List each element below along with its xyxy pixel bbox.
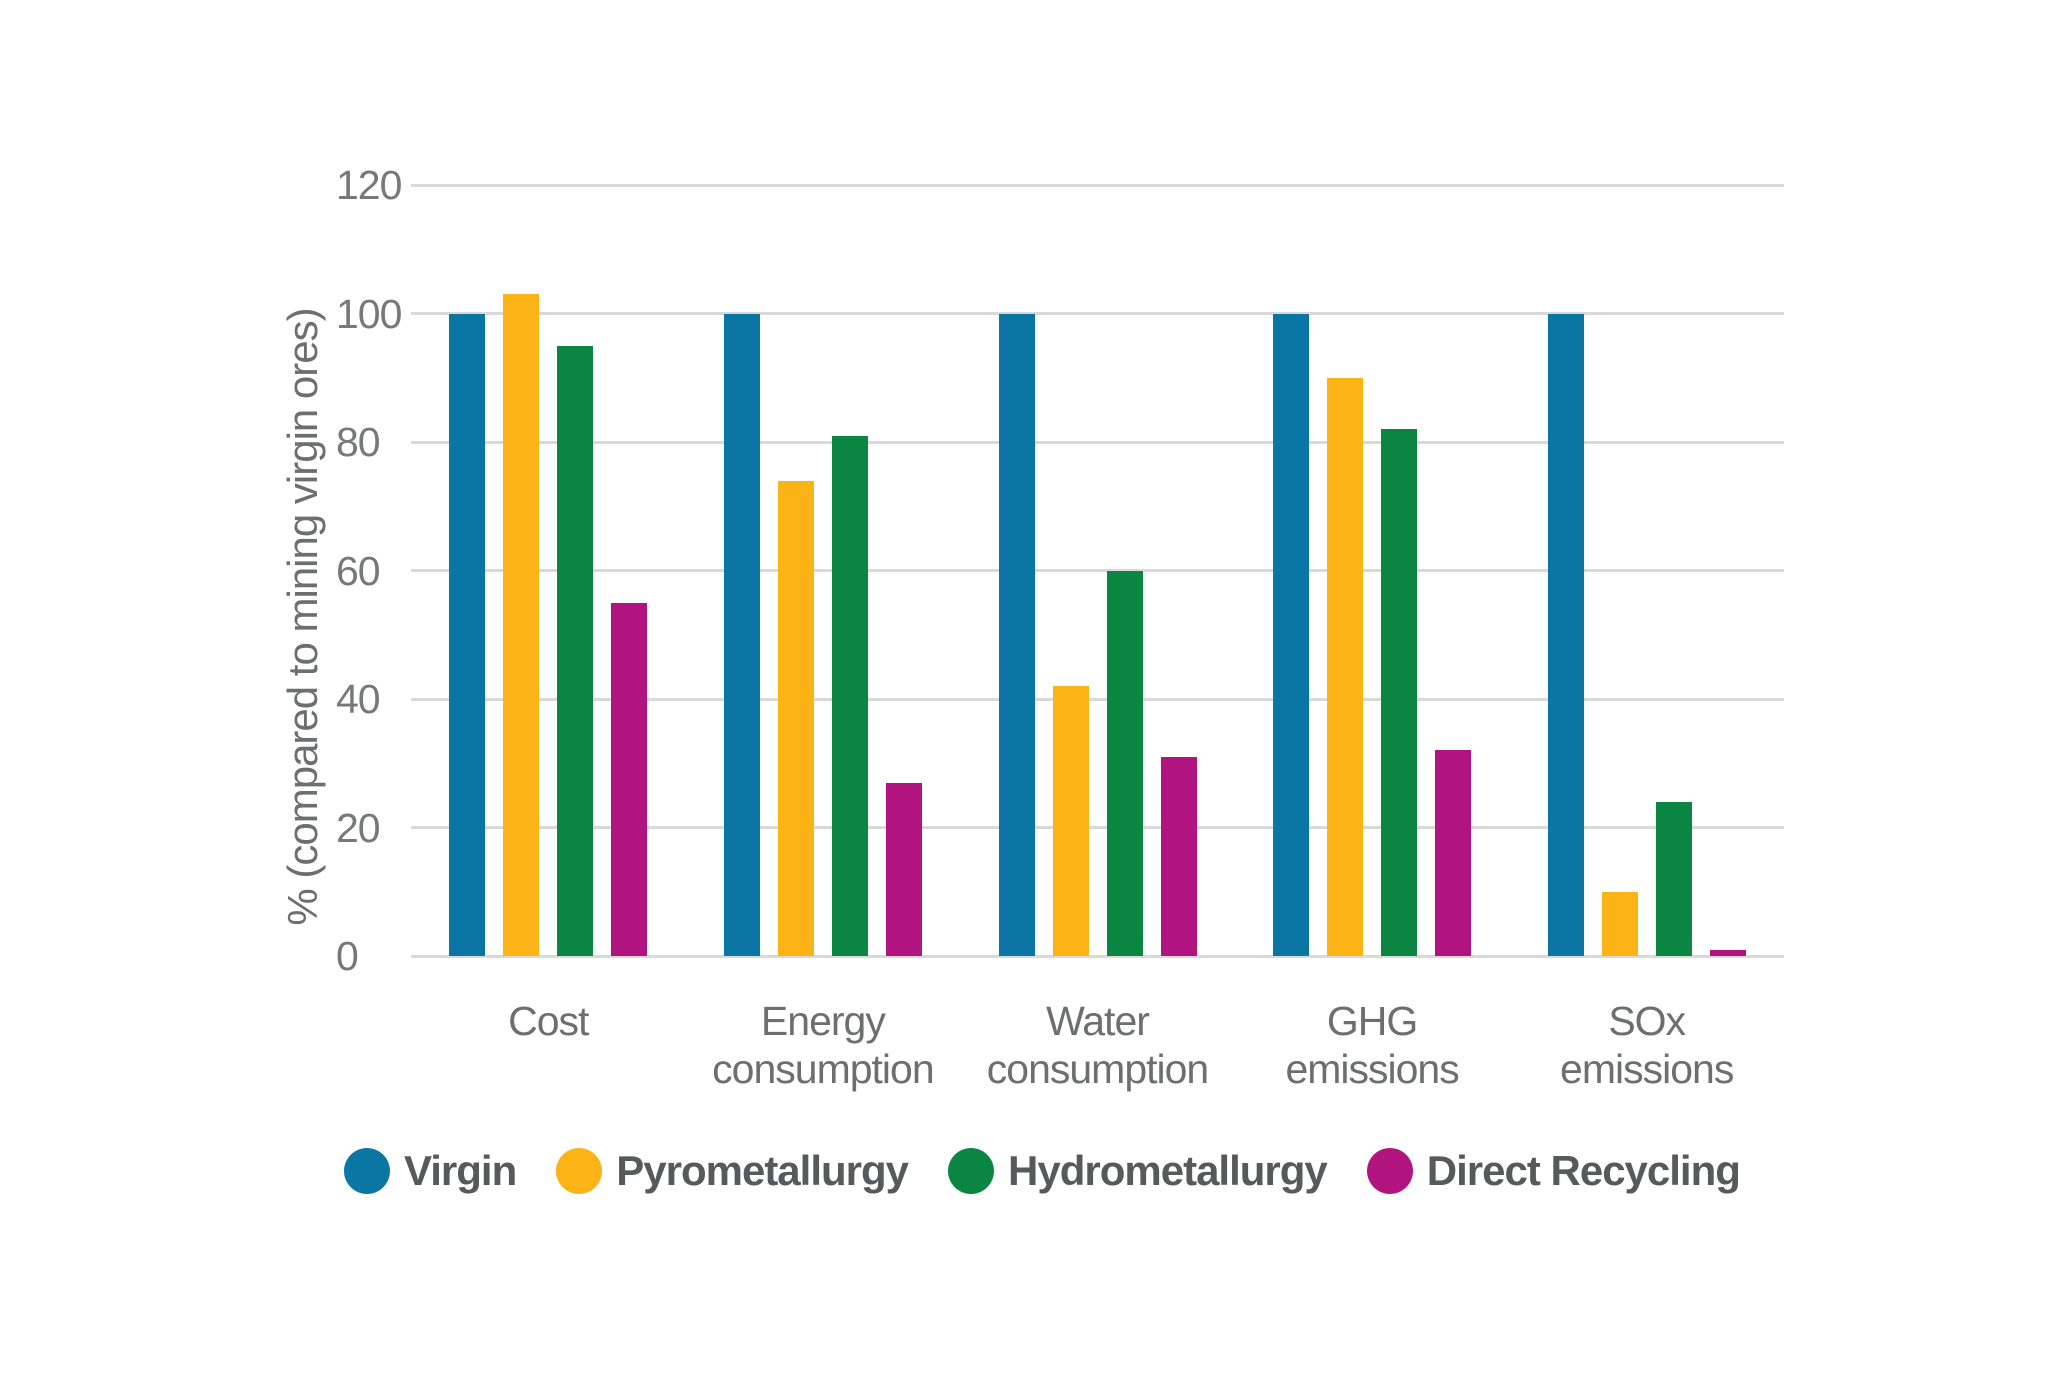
legend-item-hydrometallurgy: Hydrometallurgy (948, 1147, 1328, 1195)
gridline-y-40 (411, 697, 1784, 701)
bar-virgin-ghg-emissions (1273, 313, 1310, 956)
bar-pyrometallurgy-energy-consumption (777, 480, 814, 956)
category-label-energy-consumption: Energy consumption (712, 998, 934, 1092)
category-label-ghg-emissions: GHG emissions (1285, 998, 1459, 1092)
bar-hydrometallurgy-energy-consumption (831, 435, 868, 956)
bar-hydrometallurgy-water-consumption (1106, 570, 1143, 956)
bar-virgin-sox-emissions (1547, 313, 1584, 956)
plot-area (411, 183, 1784, 958)
bar-pyrometallurgy-water-consumption (1052, 686, 1089, 956)
bar-hydrometallurgy-ghg-emissions (1381, 429, 1418, 956)
category-label-cost: Cost (508, 998, 589, 1044)
y-tick-label-60: 60 (336, 547, 381, 594)
bar-direct-recycling-water-consumption (1160, 756, 1197, 956)
bar-virgin-cost (449, 313, 486, 956)
bar-group-ghg-emissions (1273, 313, 1472, 956)
legend-swatch-pyrometallurgy (556, 1148, 603, 1194)
bar-pyrometallurgy-ghg-emissions (1327, 377, 1364, 956)
gridline-y-0 (411, 954, 1784, 958)
bar-direct-recycling-cost (611, 602, 648, 956)
gridline-y-100 (411, 312, 1784, 315)
y-tick-label-80: 80 (336, 419, 381, 465)
legend-label-virgin: Virgin (404, 1147, 517, 1194)
bar-virgin-energy-consumption (723, 313, 760, 956)
legend-swatch-direct-recycling (1366, 1148, 1413, 1194)
y-axis-title: % (compared to mining virgin ores) (279, 308, 326, 926)
legend: Virgin Pyrometallurgy Hydrometallurgy Direc… (344, 1139, 1741, 1203)
y-tick-label-120: 120 (336, 162, 402, 208)
category-label-sox-emissions: SOx emissions (1560, 998, 1734, 1092)
gridline-y-20 (411, 826, 1784, 829)
y-tick-label-100: 100 (336, 290, 402, 337)
legend-label-direct-recycling: Direct Recycling (1426, 1147, 1741, 1194)
legend-item-direct-recycling: Direct Recycling (1366, 1147, 1741, 1195)
y-tick-label-0: 0 (336, 933, 359, 979)
bar-group-water-consumption (998, 313, 1197, 956)
legend-swatch-virgin (344, 1148, 390, 1194)
bar-direct-recycling-energy-consumption (885, 782, 922, 956)
bar-group-energy-consumption (723, 313, 922, 956)
bar-virgin-water-consumption (998, 313, 1035, 956)
gridline-y-60 (411, 569, 1784, 572)
y-tick-label-20: 20 (336, 804, 381, 851)
bar-direct-recycling-ghg-emissions (1435, 750, 1472, 956)
bar-pyrometallurgy-cost (503, 294, 540, 956)
gridline-y-120 (411, 183, 1784, 187)
bar-group-sox-emissions (1547, 313, 1746, 956)
legend-label-hydrometallurgy: Hydrometallurgy (1008, 1147, 1328, 1194)
category-label-water-consumption: Water consumption (986, 998, 1209, 1092)
bar-pyrometallurgy-sox-emissions (1601, 891, 1638, 956)
bar-direct-recycling-sox-emissions (1709, 949, 1746, 956)
legend-item-virgin: Virgin (344, 1147, 517, 1195)
bar-hydrometallurgy-cost (557, 345, 594, 956)
legend-label-pyrometallurgy: Pyrometallurgy (616, 1147, 909, 1194)
bar-group-cost (449, 294, 648, 956)
gridline-y-80 (411, 440, 1784, 444)
legend-swatch-hydrometallurgy (948, 1148, 995, 1194)
legend-item-pyrometallurgy: Pyrometallurgy (556, 1147, 909, 1195)
bar-hydrometallurgy-sox-emissions (1655, 801, 1692, 956)
y-tick-label-40: 40 (336, 676, 381, 722)
